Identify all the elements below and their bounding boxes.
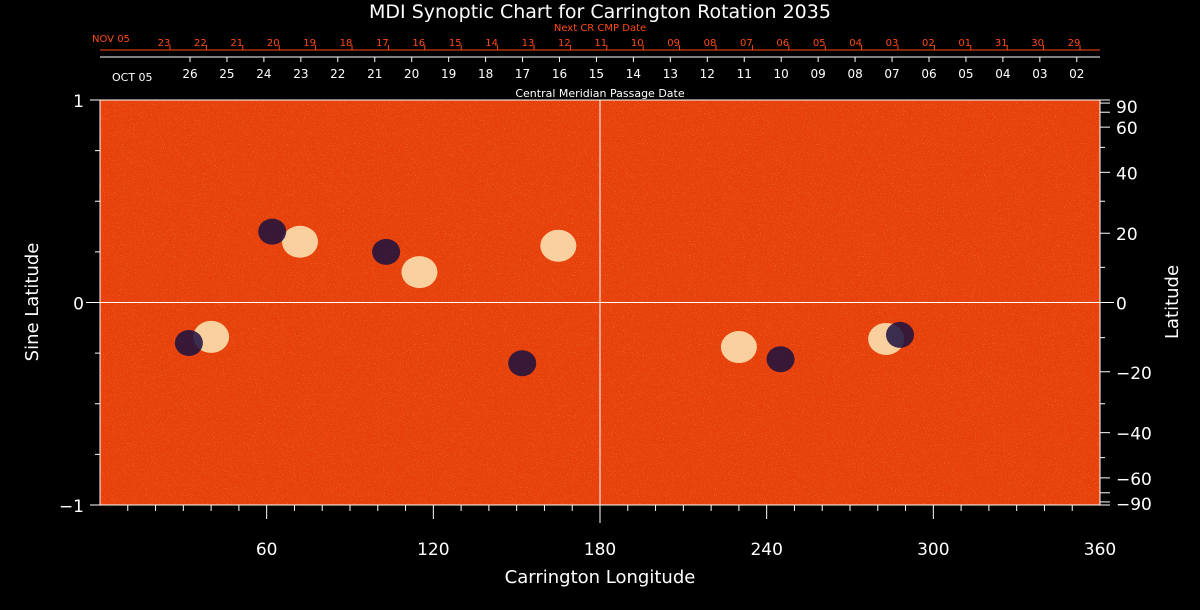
- cmp-date-label: 21: [367, 67, 382, 81]
- cmp-date-label: 08: [847, 67, 862, 81]
- right-y-axis-label: Latitude: [1162, 265, 1183, 339]
- next-cr-date-label: 20: [267, 38, 280, 49]
- next-cr-date-label: 10: [631, 38, 644, 49]
- cmp-date-label: 22: [330, 67, 345, 81]
- cmp-date-label: 10: [774, 67, 789, 81]
- left-y-axis: 1 0 −1: [59, 92, 100, 517]
- next-cr-date-label: 16: [412, 38, 425, 49]
- cmp-date-label: 17: [515, 67, 530, 81]
- lat-tick-label: 0: [1116, 295, 1127, 315]
- x-axis: 60 120 180 240 300 360: [127, 505, 1116, 560]
- cmp-date-label: 05: [958, 67, 973, 81]
- cmp-date-label: 25: [219, 67, 234, 81]
- lat-tick-label: 90: [1116, 98, 1138, 118]
- next-cr-date-label: 08: [704, 38, 717, 49]
- positive-polarity-region: [282, 225, 318, 258]
- negative-polarity-region: [508, 350, 537, 377]
- y-tick-label: 0: [73, 295, 84, 315]
- x-tick-label: 60: [256, 540, 278, 560]
- next-cr-date-label: 04: [849, 38, 862, 49]
- negative-polarity-region: [766, 346, 795, 373]
- next-cr-date-label: 03: [886, 38, 899, 49]
- x-tick-label: 240: [750, 540, 782, 560]
- next-cr-date-label: 01: [958, 38, 971, 49]
- negative-polarity-region: [174, 330, 203, 356]
- cmp-date-label: 04: [995, 67, 1010, 81]
- positive-polarity-region: [540, 229, 577, 262]
- cmp-date-label: 06: [921, 67, 936, 81]
- negative-polarity-region: [372, 238, 401, 265]
- x-tick-label: 360: [1084, 540, 1116, 560]
- lat-tick-label: −90: [1116, 495, 1152, 515]
- lat-tick-label: 20: [1116, 225, 1138, 245]
- next-cr-date-label: 19: [303, 38, 316, 49]
- cmp-date-label: 19: [441, 67, 456, 81]
- cmp-date-label: 09: [811, 67, 826, 81]
- lat-tick-label: 60: [1116, 119, 1138, 139]
- cmp-date-label: Central Meridian Passage Date: [515, 87, 684, 100]
- x-tick-label: 180: [584, 540, 616, 560]
- next-cr-date-label: 09: [667, 38, 680, 49]
- next-cr-date-label: 30: [1031, 38, 1044, 49]
- cmp-date-label: 26: [182, 67, 197, 81]
- next-cr-date-label: 07: [740, 38, 753, 49]
- cmp-date-label: 13: [663, 67, 678, 81]
- negative-polarity-region: [886, 321, 914, 348]
- cmp-date-label: 14: [626, 67, 641, 81]
- lat-tick-label: −40: [1116, 425, 1152, 445]
- positive-polarity-region: [720, 331, 757, 364]
- next-cr-date-label: 12: [558, 38, 571, 49]
- next-cr-date-label: 15: [449, 38, 462, 49]
- next-cr-date-label: 17: [376, 38, 389, 49]
- cmp-date-label: 12: [700, 67, 715, 81]
- next-cr-date-label: 31: [995, 38, 1008, 49]
- cmp-date-label: 20: [404, 67, 419, 81]
- y-tick-label: −1: [59, 497, 84, 517]
- x-tick-label: 300: [917, 540, 949, 560]
- cmp-date-label: 15: [589, 67, 604, 81]
- cmp-date-label: 16: [552, 67, 567, 81]
- next-cr-date-label: 02: [922, 38, 935, 49]
- x-tick-label: 120: [417, 540, 449, 560]
- positive-polarity-region: [401, 256, 438, 289]
- next-cr-date-label: 13: [522, 38, 535, 49]
- chart-title: MDI Synoptic Chart for Carrington Rotati…: [369, 1, 831, 23]
- next-cr-date-label: 11: [594, 38, 607, 49]
- cmp-date-label: 24: [256, 67, 271, 81]
- next-cr-cmp-label: Next CR CMP Date: [554, 23, 646, 34]
- cmp-start-label: OCT 05: [112, 71, 153, 84]
- y-tick-label: 1: [73, 92, 84, 112]
- next-cr-date-label: 06: [776, 38, 789, 49]
- left-y-axis-label: Sine Latitude: [22, 243, 43, 362]
- next-cr-date-label: 21: [230, 38, 243, 49]
- next-cr-date-label: 23: [158, 38, 171, 49]
- cmp-date-label: 18: [478, 67, 493, 81]
- cmp-date-label: 03: [1032, 67, 1047, 81]
- lat-tick-label: 40: [1116, 164, 1138, 184]
- lat-tick-label: −60: [1116, 470, 1152, 490]
- lat-tick-label: −20: [1116, 364, 1152, 384]
- next-cr-date-label: 18: [340, 38, 353, 49]
- next-cr-date-label: 22: [194, 38, 207, 49]
- x-axis-label: Carrington Longitude: [505, 567, 696, 588]
- next-cr-date-label: 14: [485, 38, 498, 49]
- cmp-date-label: 11: [737, 67, 752, 81]
- negative-polarity-region: [258, 218, 287, 245]
- next-cr-date-label: 05: [813, 38, 826, 49]
- next-cr-cmp-axis: NOV 05 23 22 21 20 19 18 17 16 15 14 13 12 11 10 09 08 07…: [92, 34, 1100, 51]
- next-cr-date-label: 29: [1068, 38, 1081, 49]
- cmp-date-label: 07: [884, 67, 899, 81]
- next-cr-start-label: NOV 05: [92, 34, 130, 45]
- cmp-date-label: 02: [1069, 67, 1084, 81]
- cmp-date-axis: OCT 05 26 25 24 23 22 21 20 19 18 17 16 15 14 13 12 11 10…: [100, 56, 1100, 84]
- cmp-date-label: 23: [293, 67, 308, 81]
